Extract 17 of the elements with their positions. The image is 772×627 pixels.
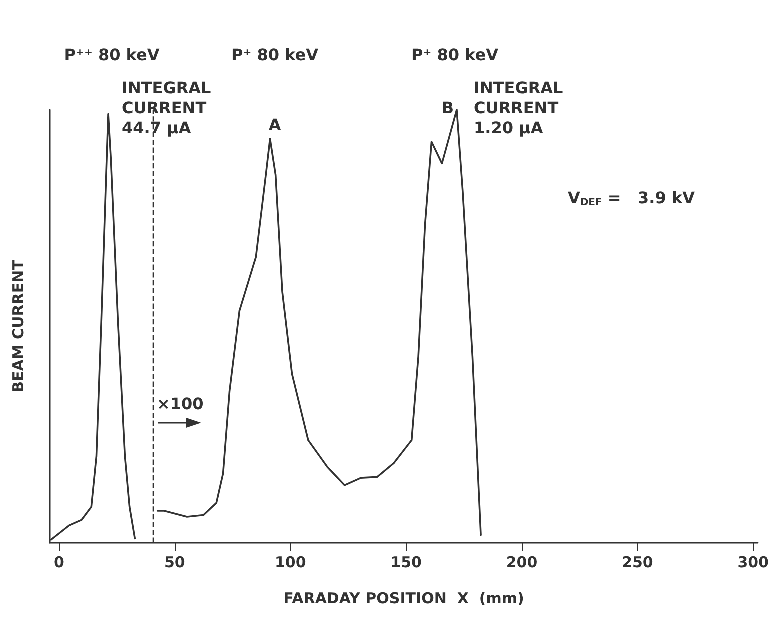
annotation: INTEGRAL CURRENT 44.7 µA (122, 78, 217, 138)
x-tick-label: 150 (390, 554, 422, 572)
text: P⁺ 80 keV (231, 46, 320, 64)
x-axis-title: FARADAY POSITION X (mm) (284, 590, 524, 608)
text: P⁺ 80 keV (411, 46, 500, 64)
annotation: B (442, 98, 454, 118)
x-tick-label: 300 (738, 554, 769, 572)
x-tick-label: 200 (506, 554, 538, 572)
x-tick-label: 250 (622, 554, 654, 572)
annotation: A (268, 116, 282, 134)
y-axis-title: BEAM CURRENT (10, 259, 28, 393)
annotation: ×100 (157, 394, 204, 414)
text: P⁺⁺ 80 keV (64, 46, 160, 64)
annotation: INTEGRAL CURRENT 1.20 µA (474, 78, 569, 138)
x-tick-label: 100 (274, 554, 306, 572)
x-tick-label: 50 (164, 554, 186, 572)
x-tick-label: 0 (54, 554, 64, 572)
